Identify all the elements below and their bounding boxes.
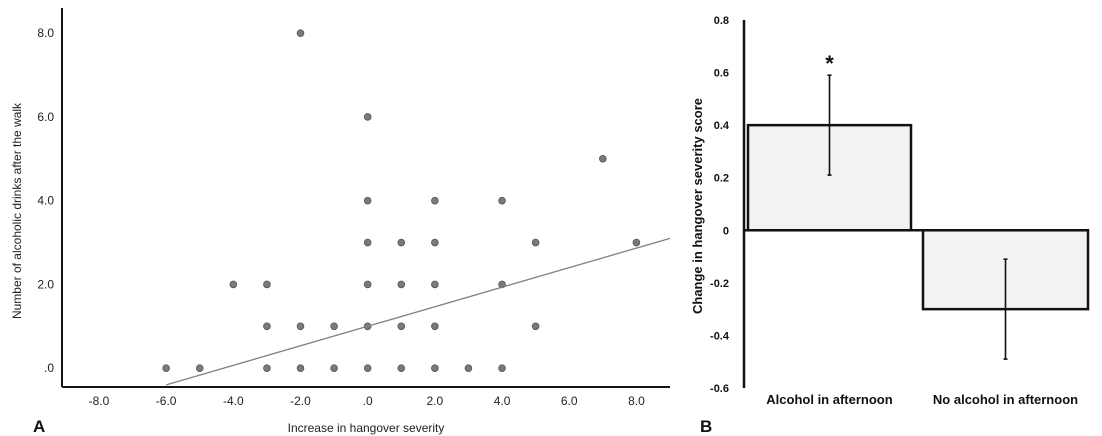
x-tick-label: 2.0 bbox=[427, 394, 444, 408]
data-point bbox=[195, 364, 204, 372]
data-point bbox=[162, 364, 170, 372]
data-point bbox=[263, 280, 271, 289]
x-tick-label: 4.0 bbox=[494, 394, 511, 408]
x-tick-label: .0 bbox=[363, 394, 373, 408]
panel-label-b: B bbox=[700, 417, 712, 436]
data-point bbox=[229, 280, 238, 289]
error-bars bbox=[827, 74, 1008, 360]
y-tick-label: .0 bbox=[44, 361, 54, 375]
y-tick-label: 0.4 bbox=[714, 120, 730, 132]
regression-line bbox=[165, 237, 671, 386]
x-tick-label: -6.0 bbox=[156, 394, 177, 408]
data-point bbox=[296, 29, 305, 37]
data-point bbox=[363, 364, 372, 372]
y-tick-label: 6.0 bbox=[37, 110, 54, 124]
y-axis-title: Number of alcoholic drinks after the wal… bbox=[10, 102, 24, 319]
data-point bbox=[363, 113, 372, 121]
data-point bbox=[397, 364, 406, 372]
y-tick-label: -0.2 bbox=[710, 278, 729, 290]
data-point bbox=[431, 196, 439, 205]
annotations: * bbox=[825, 51, 834, 76]
data-point bbox=[263, 322, 271, 331]
data-point bbox=[431, 280, 439, 289]
y-tick-label: 2.0 bbox=[37, 277, 54, 291]
data-point bbox=[263, 364, 271, 372]
data-point bbox=[498, 364, 506, 372]
data-point bbox=[330, 364, 338, 372]
data-point bbox=[498, 196, 506, 205]
category-label: No alcohol in afternoon bbox=[933, 392, 1078, 407]
data-point bbox=[296, 364, 305, 372]
x-tick-label: -8.0 bbox=[89, 394, 110, 408]
data-point bbox=[531, 322, 540, 331]
data-point bbox=[632, 238, 641, 247]
scatter-points bbox=[162, 29, 641, 372]
scatter-panel: -8.0 -6.0 -4.0 -2.0 .0 2.0 4.0 6.0 8.0 .0 2.0 4.0 6… bbox=[10, 8, 671, 436]
data-point bbox=[363, 196, 372, 205]
data-point bbox=[431, 364, 439, 372]
x-tick-label: 8.0 bbox=[628, 394, 645, 408]
y-tick-label: -0.4 bbox=[710, 330, 730, 342]
data-point bbox=[397, 280, 406, 289]
y-tick-labels: .0 2.0 4.0 6.0 8.0 bbox=[37, 26, 54, 375]
y-axis-title: Change in hangover severity score bbox=[690, 98, 705, 314]
bar-panel: -0.6 -0.4 -0.2 0 0.2 0.4 0.6 0.8 Alcohol in aft… bbox=[690, 15, 1090, 436]
data-point bbox=[464, 364, 473, 372]
y-tick-label: -0.6 bbox=[710, 383, 729, 395]
data-point bbox=[431, 238, 439, 247]
significance-marker: * bbox=[825, 51, 834, 76]
x-tick-label: 6.0 bbox=[561, 394, 578, 408]
data-point bbox=[330, 322, 338, 331]
x-tick-label: -2.0 bbox=[290, 394, 311, 408]
x-tick-label: -4.0 bbox=[223, 394, 244, 408]
data-point bbox=[296, 322, 305, 331]
data-point bbox=[531, 238, 540, 247]
y-tick-label: 8.0 bbox=[37, 26, 54, 40]
data-point bbox=[397, 238, 406, 247]
panel-label-a: A bbox=[33, 417, 45, 436]
data-point bbox=[431, 322, 439, 331]
data-point bbox=[363, 238, 372, 247]
data-point bbox=[363, 280, 372, 289]
y-tick-label: 0.2 bbox=[714, 173, 729, 185]
x-tick-labels: -8.0 -6.0 -4.0 -2.0 .0 2.0 4.0 6.0 8.0 bbox=[89, 394, 645, 408]
y-tick-label: 4.0 bbox=[37, 194, 54, 208]
data-point bbox=[599, 154, 607, 163]
y-tick-label: 0.6 bbox=[714, 68, 729, 80]
bars bbox=[746, 123, 1090, 311]
category-label: Alcohol in afternoon bbox=[766, 392, 892, 407]
y-tick-label: 0.8 bbox=[714, 15, 729, 27]
x-axis-title: Increase in hangover severity bbox=[288, 421, 445, 435]
y-tick-labels: -0.6 -0.4 -0.2 0 0.2 0.4 0.6 0.8 bbox=[710, 15, 730, 395]
data-point bbox=[397, 322, 406, 331]
category-labels: Alcohol in afternoon No alcohol in aftern… bbox=[766, 392, 1078, 407]
y-tick-label: 0 bbox=[723, 225, 729, 237]
